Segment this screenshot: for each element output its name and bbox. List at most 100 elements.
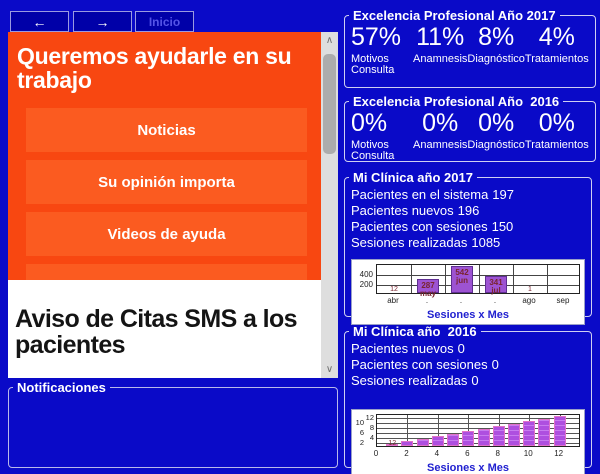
gridline-vertical xyxy=(437,415,439,446)
plot-area: 12 287 may 542 jun 341 jul 1 xyxy=(376,264,580,298)
x-axis-tick-label: 2 xyxy=(404,449,409,458)
back-button[interactable]: ← xyxy=(10,11,69,32)
chart-bar xyxy=(523,421,536,446)
x-axis-tick-label: 12 xyxy=(554,449,564,458)
home-button[interactable]: Inicio xyxy=(135,11,194,32)
metric-diagnostico: 8% Diagnóstico xyxy=(467,23,524,76)
metric-label: Anamnesis xyxy=(413,139,468,151)
x-axis-tick-label: 10 xyxy=(523,449,533,458)
y-axis-tick-label: 6 xyxy=(359,428,364,438)
chart-bar xyxy=(401,441,414,446)
stat-line: Pacientes con sesiones 0 xyxy=(351,357,591,373)
scrollbar-thumb[interactable] xyxy=(323,54,336,154)
metric-diagnostico: 0% Diagnóstico xyxy=(467,109,524,162)
excellence-2017-metrics: 57% Motivos Consulta 11% Anamnesis 8% Di… xyxy=(345,23,595,76)
metric-value: 0% xyxy=(351,109,388,137)
gridline-horizontal xyxy=(377,423,579,425)
stat-line: Pacientes con sesiones 150 xyxy=(351,219,591,235)
bar-data-label: 341 jul xyxy=(489,278,503,295)
stat-label: Sesiones realizadas xyxy=(351,235,468,250)
news-article-area: Aviso de Citas SMS a los pacientes xyxy=(8,280,321,378)
chart-bar xyxy=(462,431,475,446)
gridline-horizontal xyxy=(377,418,579,420)
plot-area: 12 xyxy=(376,414,580,447)
article-title: Aviso de Citas SMS a los pacientes xyxy=(15,305,298,359)
help-panel-title: Queremos ayudarle en su trabajo xyxy=(17,43,292,94)
metric-value: 11% xyxy=(416,23,465,51)
x-axis-tick-label: abr xyxy=(387,296,399,305)
stat-label: Pacientes nuevos xyxy=(351,341,454,356)
x-axis-tick-label: 6 xyxy=(465,449,470,458)
stat-label: Sesiones realizadas xyxy=(351,373,468,388)
metric-tratamientos: 0% Tratamientos xyxy=(525,109,589,162)
metric-value: 0% xyxy=(538,109,575,137)
chart-bar xyxy=(447,434,460,446)
noticias-button[interactable]: Noticias xyxy=(26,108,307,152)
clinic-2017-stats: Pacientes en el sistema 197 Pacientes nue… xyxy=(351,187,591,251)
x-axis-tick-label: . xyxy=(425,296,429,305)
metric-label: Tratamientos xyxy=(524,139,589,151)
chart-bar xyxy=(451,266,473,293)
bar-data-label: 12 xyxy=(390,286,398,293)
x-axis-tick-label: . xyxy=(459,296,463,305)
clinic-2017-title: Mi Clínica año 2017 xyxy=(353,170,473,185)
metric-label: Motivos Consulta xyxy=(351,139,395,162)
y-axis-tick-label: 4 xyxy=(369,433,374,443)
stat-label: Pacientes con sesiones xyxy=(351,357,488,372)
help-panel: Queremos ayudarle en su trabajo Noticias… xyxy=(8,32,321,280)
metric-value: 8% xyxy=(478,23,515,51)
metric-value: 0% xyxy=(422,109,459,137)
excellence-2017-title: Excelencia Profesional Año 2017 xyxy=(353,8,556,23)
notifications-groupbox: Notificaciones xyxy=(8,380,338,468)
chart-bar xyxy=(417,279,439,293)
stat-value: 0 xyxy=(491,357,499,372)
metric-label: Anamnesis xyxy=(413,53,468,65)
metric-value: 57% xyxy=(351,23,402,51)
stat-label: Pacientes en el sistema xyxy=(351,187,489,202)
chart-bar xyxy=(416,439,429,446)
help-content-area: Queremos ayudarle en su trabajo Noticias… xyxy=(8,32,338,378)
chart-bar xyxy=(553,416,566,446)
gridline-vertical xyxy=(411,265,412,293)
x-axis-tick-label: sep xyxy=(556,296,570,305)
x-axis-tick-label: ago xyxy=(522,296,536,305)
chart-bar xyxy=(477,429,490,446)
gridline-vertical xyxy=(479,265,480,293)
metric-anamnesis: 0% Anamnesis xyxy=(413,109,467,162)
gridline-vertical xyxy=(547,265,548,293)
metric-label: Diagnóstico xyxy=(467,53,525,65)
y-axis-tick-label: 12 xyxy=(365,413,374,423)
stat-line: Sesiones realizadas 1085 xyxy=(351,235,591,251)
stat-line: Sesiones realizadas 0 xyxy=(351,373,591,389)
x-axis-tick-label: 0 xyxy=(373,449,379,458)
stat-line: Pacientes nuevos 196 xyxy=(351,203,591,219)
chart-bar xyxy=(538,419,551,446)
sessions-per-month-chart-2017: 200 400 12 287 may 542 jun 341 jul 1 abr... ago sep S… xyxy=(351,259,585,325)
gridline-vertical xyxy=(513,265,514,293)
y-axis-tick-label: 8 xyxy=(369,423,374,433)
stat-value: 196 xyxy=(457,203,480,218)
clinic-2016-title: Mi Clínica año 2016 xyxy=(353,324,477,339)
vertical-scrollbar[interactable]: ∧ ∨ xyxy=(321,32,338,378)
clinic-2017-groupbox: Mi Clínica año 2017 Pacientes en el sist… xyxy=(344,170,592,325)
gridline-vertical xyxy=(445,265,446,293)
x-axis-tick-label: 8 xyxy=(495,449,500,458)
metric-tratamientos: 4% Tratamientos xyxy=(525,23,589,76)
stat-value: 0 xyxy=(471,373,479,388)
su-opinion-importa-button[interactable]: Su opinión importa xyxy=(26,160,307,204)
y-axis-tick-label: 2 xyxy=(359,438,364,448)
scroll-up-arrow-icon[interactable]: ∧ xyxy=(325,35,334,46)
partially-visible-button[interactable] xyxy=(26,264,307,280)
gridline-vertical xyxy=(407,415,409,446)
scroll-down-arrow-icon[interactable]: ∨ xyxy=(325,364,334,375)
stat-value: 150 xyxy=(491,219,514,234)
stat-value: 0 xyxy=(457,341,465,356)
chart-title: Sesiones x Mes xyxy=(427,309,509,321)
chart-bar xyxy=(386,444,399,446)
videos-de-ayuda-button[interactable]: Videos de ayuda xyxy=(26,212,307,256)
forward-button[interactable]: → xyxy=(73,11,132,32)
excellence-2016-title: Excelencia Profesional Año 2016 xyxy=(353,94,560,109)
metric-label: Tratamientos xyxy=(524,53,589,65)
y-axis-tick-label: 10 xyxy=(355,418,364,428)
